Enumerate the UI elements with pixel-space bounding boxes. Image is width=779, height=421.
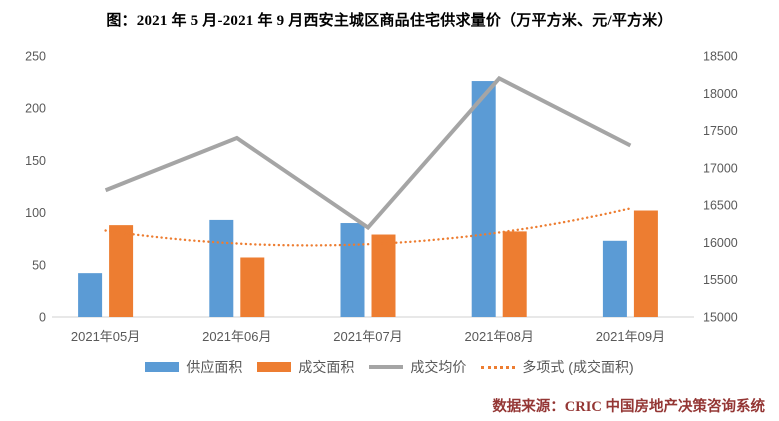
- right-axis-tick-label: 16000: [703, 236, 738, 250]
- legend-item-deal: 成交面积: [257, 357, 354, 377]
- left-axis-tick-label: 50: [32, 258, 46, 272]
- legend-swatch-supply-bar: [145, 362, 180, 372]
- bar-supply-2021年07月: [340, 223, 365, 317]
- right-axis-tick-label: 18500: [703, 50, 738, 64]
- bar-supply-2021年06月: [209, 219, 234, 317]
- legend-swatch-trend-dotted-line: [481, 365, 516, 369]
- right-axis-tick-label: 18000: [703, 87, 738, 101]
- x-axis-category-label: 2021年09月: [596, 329, 665, 344]
- bar-deal-2021年06月: [240, 257, 265, 317]
- right-axis-tick-label: 17500: [703, 124, 738, 138]
- bar-supply-2021年08月: [471, 81, 496, 317]
- chart-title: 图：2021 年 5 月-2021 年 9 月西安主城区商品住宅供求量价（万平方…: [106, 13, 673, 29]
- left-axis-tick-label: 100: [25, 206, 46, 220]
- legend-label-supply: 供应面积: [186, 359, 243, 375]
- trend-dotted-line: [104, 207, 632, 247]
- chart-plot-area: 0 50 100 150 200 250 15000 15500 16000 16500 17000…: [25, 50, 738, 345]
- x-axis-category-label: 2021年06月: [202, 329, 271, 344]
- left-axis-tick-label: 150: [25, 154, 46, 168]
- legend-swatch-price-line: [369, 365, 404, 369]
- left-axis-tick-label: 250: [25, 50, 46, 64]
- legend-item-trend: 多项式 (成交面积): [481, 357, 634, 377]
- x-axis-category-label: 2021年08月: [465, 329, 534, 344]
- legend-item-supply: 供应面积: [145, 357, 242, 377]
- right-axis-tick-label: 15500: [703, 273, 738, 287]
- bar-deal-2021年08月: [502, 231, 527, 317]
- right-axis-tick-label: 17000: [703, 161, 738, 175]
- left-axis-tick-label: 0: [39, 311, 46, 325]
- right-axis-tick-label: 15000: [703, 311, 738, 325]
- legend-item-price: 成交均价: [369, 357, 466, 377]
- price-line: [104, 75, 632, 231]
- data-source: 数据来源：CRIC 中国房地产决策咨询系统: [492, 399, 765, 415]
- legend-label-deal: 成交面积: [298, 359, 355, 375]
- legend-label-price: 成交均价: [410, 359, 467, 375]
- legend-label-trend: 多项式 (成交面积): [522, 359, 634, 375]
- chart-legend: 供应面积 成交面积 成交均价 多项式 (成交面积): [0, 357, 779, 377]
- bar-supply-2021年05月: [78, 273, 103, 317]
- bar-deal-2021年05月: [109, 225, 134, 317]
- left-axis-tick-label: 200: [25, 102, 46, 116]
- x-axis-category-label: 2021年05月: [71, 329, 140, 344]
- bar-deal-2021年07月: [371, 234, 396, 317]
- x-axis-category-label: 2021年07月: [333, 329, 402, 344]
- right-axis-tick-label: 16500: [703, 199, 738, 213]
- bar-supply-2021年09月: [602, 240, 627, 317]
- legend-swatch-deal-bar: [257, 362, 292, 372]
- bar-deal-2021年09月: [633, 210, 658, 317]
